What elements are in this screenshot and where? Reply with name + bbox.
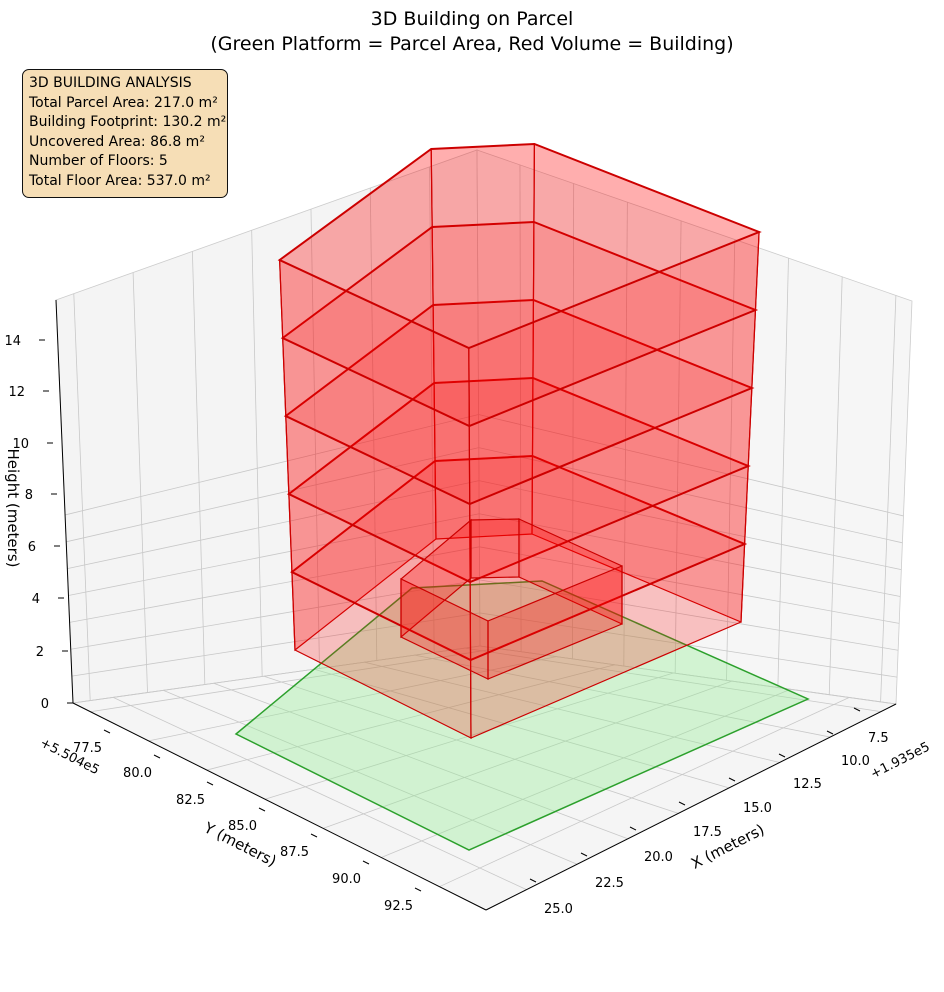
grid-z-line [64, 414, 904, 517]
grid-y-wall-line [310, 209, 320, 669]
x-tick-label: 17.5 [693, 825, 722, 840]
x-ticks: 7.5 10.0 12.5 15.0 17.5 20.0 22.5 25.0 [529, 707, 889, 917]
x-tick-label: 22.5 [595, 876, 624, 891]
x-tick-mark [728, 777, 736, 782]
y-tick-label: 90.0 [332, 872, 361, 887]
grid-z-line [72, 645, 897, 705]
grid-y-floor-line [264, 672, 674, 800]
grid-x-floor-line [113, 697, 527, 891]
info-parcel-area: Total Parcel Area: 217.0 m² [29, 94, 218, 111]
z-tick-label: 0 [41, 697, 49, 712]
grid-y-floor-line [322, 680, 733, 829]
y-tick-label: 92.5 [384, 899, 413, 914]
grid-z-line [66, 447, 903, 544]
grid-y-floor-line [381, 688, 791, 858]
grid-z-line [67, 480, 902, 571]
y-tick-mark [206, 781, 214, 786]
building-core-face [470, 518, 520, 579]
grid-x-wall-line [623, 202, 628, 667]
building-analysis-box: 3D BUILDING ANALYSIS Total Parcel Area: … [22, 69, 228, 198]
y-ticks: 77.5 80.0 82.5 85.0 87.5 90.0 92.5 [73, 729, 422, 914]
grid-z-line [70, 579, 899, 651]
z-axis-label: Height (meters) [4, 449, 22, 568]
grid-y-wall-line [73, 293, 91, 701]
info-floors: Number of Floors: 5 [29, 153, 168, 170]
x-tick-label: 20.0 [644, 850, 673, 865]
y-tick-label: 77.5 [73, 741, 102, 756]
grid-y-wall-line [191, 251, 206, 685]
grid-x-floor-line [364, 661, 780, 763]
z-tick-label: 6 [28, 540, 36, 555]
building-core-face [400, 578, 489, 680]
x-tick-label: 7.5 [868, 731, 889, 746]
x-tick-label: 12.5 [793, 777, 822, 792]
x-tick-label: 10.0 [841, 754, 870, 769]
x-tick-mark [678, 801, 686, 806]
info-floor-area: Total Floor Area: 537.0 m² [29, 172, 211, 189]
grid-z-line [69, 546, 900, 624]
x-tick-label: 15.0 [743, 801, 772, 816]
z-tick-label: 4 [32, 592, 40, 607]
grid-x-floor-line [163, 689, 578, 865]
axes-panes [55, 149, 913, 911]
info-footprint: Building Footprint: 130.2 m² [29, 114, 227, 131]
y-tick-label: 82.5 [176, 793, 205, 808]
info-uncovered: Uncovered Area: 86.8 m² [29, 133, 205, 150]
grid-x-wall-line [828, 276, 843, 695]
grid-y-floor-line [90, 648, 498, 713]
y-tick-mark [310, 833, 318, 838]
x-tick-mark [778, 753, 786, 758]
y-tick-label: 87.5 [280, 845, 309, 860]
chart-title-line2: (Green Platform = Parcel Area, Red Volum… [210, 33, 733, 55]
chart-title-line1: 3D Building on Parcel [371, 8, 574, 30]
y-tick-mark [362, 860, 370, 865]
x-tick-mark [826, 730, 834, 735]
grid-z-line [68, 513, 901, 597]
grid-x-wall-line [777, 258, 789, 688]
y-tick-mark [414, 887, 422, 892]
grid-x-floor-line [464, 647, 881, 713]
grid-x-wall-line [519, 164, 522, 652]
grid-y-wall-line [369, 188, 378, 661]
grid-y-wall-line [251, 230, 263, 677]
building-floor-slab [277, 142, 762, 350]
x-tick-mark [529, 878, 537, 883]
z-tick-label: 8 [25, 488, 33, 503]
grid-x-wall-line [726, 239, 736, 681]
z-tick-label: 12 [8, 385, 25, 400]
y-tick-mark [258, 807, 266, 812]
y-tick-label: 85.0 [228, 819, 257, 834]
z-axis-line [55, 299, 74, 704]
y-tick-mark [103, 729, 111, 734]
x-tick-label: 25.0 [544, 902, 573, 917]
grid-x-floor-line [263, 675, 679, 814]
info-heading: 3D BUILDING ANALYSIS [29, 75, 192, 91]
building-volume [277, 142, 762, 739]
y-tick-label: 80.0 [123, 766, 152, 781]
x-axis-line [485, 703, 897, 911]
grid-x-wall-line [880, 295, 897, 702]
grid-x-wall-line [572, 183, 575, 659]
x-tick-mark [580, 852, 588, 857]
grid-z-line [71, 612, 898, 678]
z-tick-label: 2 [36, 645, 44, 660]
z-tick-label: 14 [4, 334, 21, 349]
grid-x-floor-line [414, 654, 831, 738]
y-tick-mark [153, 754, 161, 759]
grid-x-floor-line [314, 668, 730, 789]
x-tick-mark [853, 707, 861, 712]
grid-x-floor-line [213, 682, 628, 840]
grid-x-wall-line [674, 220, 682, 674]
z-tick-label: 10 [12, 437, 29, 452]
grid-y-wall-line [132, 272, 148, 693]
y-axis-line [72, 702, 487, 911]
grid-y-floor-line [439, 697, 850, 888]
x-tick-mark [629, 826, 637, 831]
z-ticks: 0 2 4 6 8 10 12 14 [4, 334, 73, 712]
grid-y-wall-line [429, 166, 435, 653]
